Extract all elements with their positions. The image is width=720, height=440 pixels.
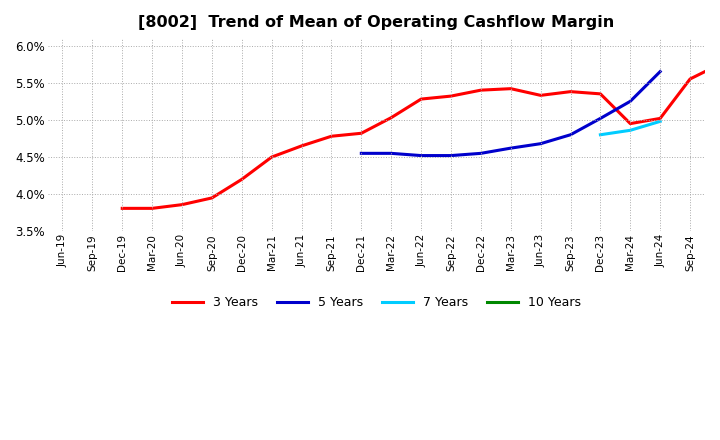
Legend: 3 Years, 5 Years, 7 Years, 10 Years: 3 Years, 5 Years, 7 Years, 10 Years <box>166 291 586 314</box>
Title: [8002]  Trend of Mean of Operating Cashflow Margin: [8002] Trend of Mean of Operating Cashfl… <box>138 15 614 30</box>
